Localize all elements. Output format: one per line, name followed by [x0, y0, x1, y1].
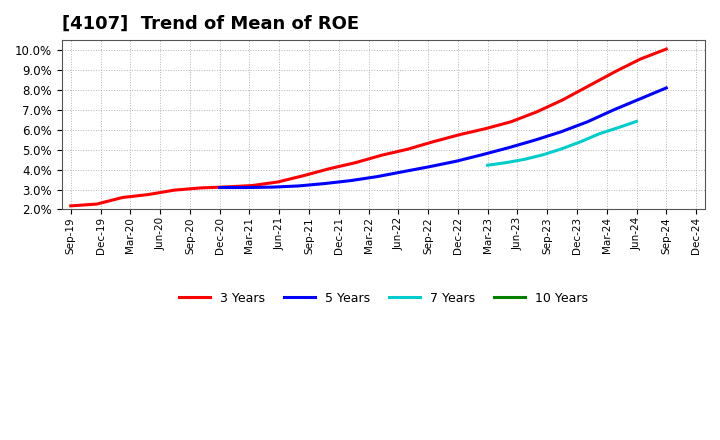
5 Years [531, 137, 539, 143]
3 Years [429, 139, 438, 144]
7 Years [595, 131, 603, 136]
5 Years [215, 185, 224, 190]
3 Years [507, 119, 516, 125]
Legend: 3 Years, 5 Years, 7 Years, 10 Years: 3 Years, 5 Years, 7 Years, 10 Years [174, 287, 593, 310]
3 Years [403, 147, 412, 152]
3 Years [636, 56, 644, 62]
3 Years [325, 166, 334, 171]
3 Years [222, 184, 230, 190]
5 Years [609, 107, 618, 113]
5 Years [504, 145, 513, 150]
3 Years [559, 97, 567, 103]
5 Years [294, 183, 303, 189]
3 Years [92, 202, 101, 207]
3 Years [144, 192, 153, 197]
5 Years [557, 129, 565, 134]
3 Years [455, 132, 464, 137]
7 Years [632, 119, 641, 124]
3 Years [377, 153, 386, 158]
5 Years [478, 152, 487, 158]
5 Years [636, 96, 644, 102]
5 Years [426, 164, 434, 169]
3 Years [533, 109, 541, 114]
5 Years [242, 185, 251, 190]
7 Years [577, 139, 585, 144]
7 Years [502, 160, 510, 165]
5 Years [662, 85, 670, 91]
3 Years [196, 185, 204, 191]
5 Years [583, 119, 592, 125]
5 Years [320, 181, 329, 186]
7 Years [613, 125, 622, 130]
Text: [4107]  Trend of Mean of ROE: [4107] Trend of Mean of ROE [62, 15, 359, 33]
5 Years [268, 184, 276, 190]
5 Years [373, 174, 382, 179]
7 Years [483, 163, 492, 168]
3 Years [170, 187, 179, 193]
Line: 3 Years: 3 Years [71, 49, 666, 206]
3 Years [662, 47, 670, 52]
3 Years [300, 173, 308, 178]
3 Years [481, 126, 490, 132]
3 Years [118, 195, 127, 200]
7 Years [521, 157, 529, 162]
Line: 7 Years: 7 Years [487, 121, 636, 165]
7 Years [558, 146, 567, 151]
3 Years [585, 83, 593, 88]
3 Years [274, 180, 282, 185]
7 Years [539, 152, 548, 158]
Line: 5 Years: 5 Years [220, 88, 666, 187]
3 Years [351, 160, 360, 165]
3 Years [248, 183, 256, 188]
5 Years [400, 169, 408, 174]
5 Years [451, 158, 460, 164]
3 Years [66, 203, 75, 209]
5 Years [347, 178, 356, 183]
3 Years [610, 70, 618, 75]
